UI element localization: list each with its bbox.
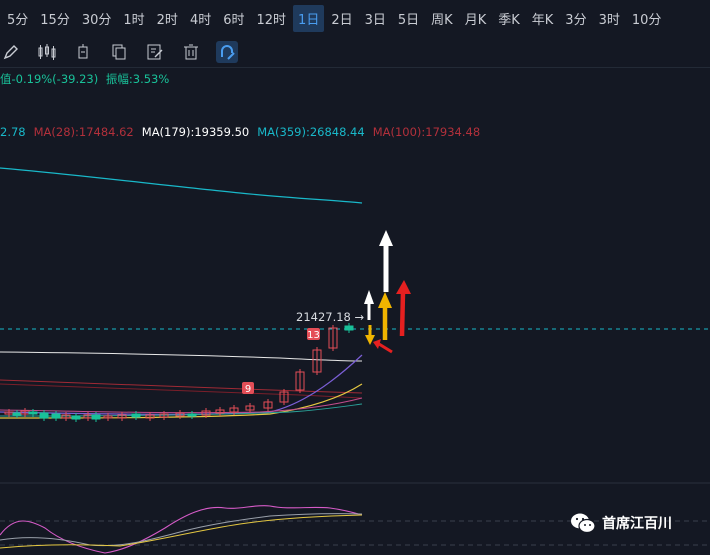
red-arrow-up (396, 280, 411, 337)
timeframe-12[interactable]: 周K (431, 12, 453, 28)
price-change: 值-0.19%(-39.23) (0, 72, 99, 86)
candle-body (187, 413, 197, 417)
timeframe-14[interactable]: 季K (498, 12, 520, 28)
candle-body (201, 410, 211, 416)
timeframe-10[interactable]: 3日 (364, 12, 386, 28)
indicator-icon[interactable] (72, 41, 94, 63)
timeframe-11[interactable]: 5日 (397, 12, 420, 28)
candles (4, 323, 354, 422)
timeframe-16[interactable]: 3分 (565, 12, 587, 28)
yellow-arrow-up (378, 292, 392, 340)
timeframe-2[interactable]: 30分 (81, 12, 112, 28)
watermark: 首席江百川 (570, 512, 672, 534)
timeframe-17[interactable]: 3时 (598, 12, 620, 28)
ma-short-purple (0, 354, 363, 415)
ma-legend-item: MA(179):19359.50 (141, 125, 250, 139)
timeframe-8[interactable]: 1日 (293, 4, 325, 32)
candle-body (28, 411, 38, 415)
candle-body (39, 412, 49, 419)
amplitude: 振幅:3.53% (105, 72, 170, 86)
timeframe-5[interactable]: 4时 (189, 12, 212, 28)
candle-body (131, 413, 141, 418)
candle-body (145, 414, 155, 419)
moving-average-legend: 2.78 MA(28):17484.62 MA(179):19359.50 MA(35… (0, 125, 488, 139)
timeframe-18[interactable]: 10分 (631, 12, 662, 28)
candle-body (312, 349, 322, 373)
yellow-arrow-down (365, 325, 375, 345)
pencil-icon[interactable] (0, 41, 22, 63)
timeframe-7[interactable]: 12时 (256, 12, 287, 28)
ma-100-line (0, 379, 363, 394)
ma-legend-item: 2.78 (0, 125, 26, 139)
marker-9 (242, 382, 254, 394)
timeframe-6[interactable]: 6时 (223, 12, 245, 28)
candle-body (71, 415, 81, 420)
magnet-icon[interactable] (216, 41, 238, 63)
ma-179-line (0, 351, 363, 362)
timeframe-bar: 5分 15分 30分 1时 2时 4时 6时 12时 1日 2日 3日 5日 周K 月K 季K 年K 3分 3时 1… (0, 0, 710, 36)
white-arrow-small (364, 290, 374, 320)
candle-body (61, 414, 71, 419)
candle-body (117, 414, 127, 419)
price-stats: 值-0.19%(-39.23) 振幅:3.53% (0, 71, 169, 87)
edit-note-icon[interactable] (144, 41, 166, 63)
timeframe-9[interactable]: 2日 (331, 12, 353, 28)
marker-13-label: 13 (307, 330, 320, 341)
ma-legend-item: MA(100):17934.48 (372, 125, 481, 139)
indicator-yellow (0, 514, 363, 549)
candlestick-icon[interactable] (36, 41, 58, 63)
candle-body (229, 407, 239, 413)
timeframe-13[interactable]: 月K (464, 12, 487, 28)
candle-body (279, 391, 289, 403)
candle-body (245, 405, 255, 411)
candle-body (263, 401, 273, 409)
copy-icon[interactable] (108, 41, 130, 63)
delete-icon[interactable] (180, 41, 202, 63)
watermark-text: 首席江百川 (602, 516, 672, 532)
candle-body (159, 413, 169, 418)
red-arrow-down (373, 339, 393, 354)
timeframe-0[interactable]: 5分 (7, 12, 29, 28)
wechat-icon (571, 513, 596, 534)
marker-9-label: 9 (245, 384, 251, 395)
timeframe-4[interactable]: 2时 (156, 12, 178, 28)
candle-body (215, 409, 225, 414)
candle-body (175, 412, 185, 417)
candle-body (344, 325, 354, 331)
drawing-toolbar (0, 38, 710, 66)
ma-legend-item: MA(28):17484.62 (33, 125, 134, 139)
toolbar-divider (0, 67, 710, 68)
last-price-label: 21427.18 → (296, 310, 365, 324)
candle-body (328, 327, 338, 349)
candle-body (51, 413, 61, 419)
ma-359-line (0, 167, 363, 204)
ma-legend-item: MA(359):26848.44 (257, 125, 365, 139)
ma-28-line (0, 383, 363, 399)
indicator-gray (0, 513, 363, 547)
indicator-pink (0, 505, 363, 554)
marker-13 (307, 328, 320, 340)
timeframe-15[interactable]: 年K (531, 12, 554, 28)
candle-body (103, 415, 113, 419)
candle-body (295, 371, 305, 391)
candle-body (91, 414, 101, 420)
candle-body (12, 412, 22, 416)
white-arrow-large (379, 230, 393, 292)
timeframe-3[interactable]: 1时 (123, 12, 145, 28)
ma-short-pink (0, 397, 363, 414)
timeframe-1[interactable]: 15分 (40, 12, 70, 28)
